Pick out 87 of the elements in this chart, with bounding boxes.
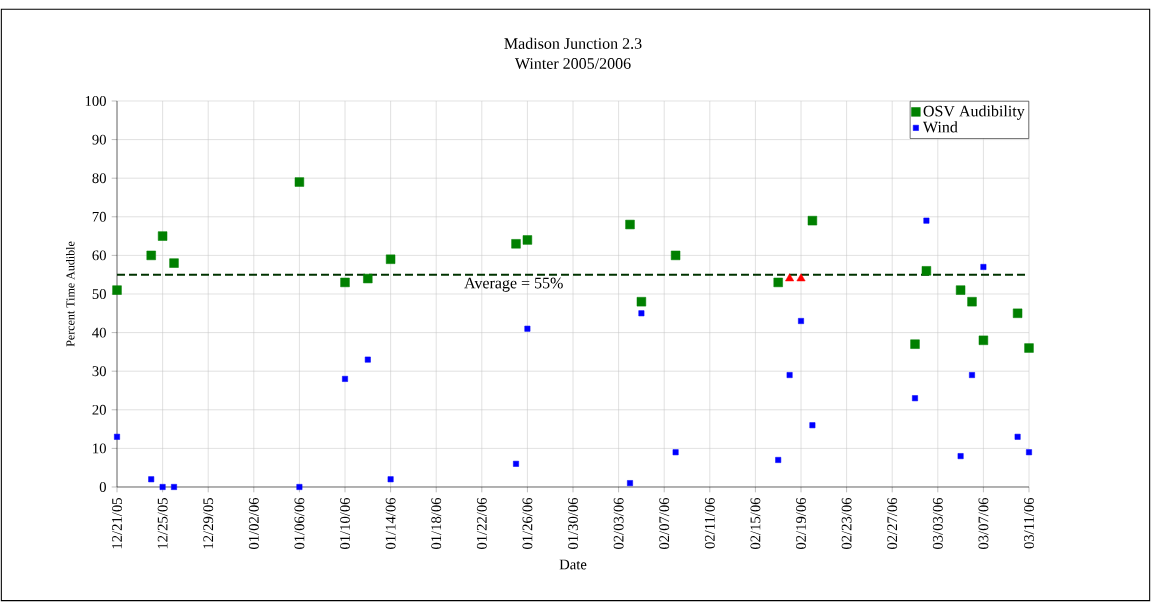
point [1014,433,1021,440]
point [114,433,120,440]
point [148,476,155,483]
x-tick-label: 03/11/06 [1024,497,1034,549]
legend-label: OSV Audibility [923,105,1025,120]
point [955,285,966,295]
point [670,250,681,261]
point [342,375,348,382]
point [146,250,156,261]
y-tick-label: 70 [92,211,106,222]
point [625,219,635,230]
x-tick-label: 01/06/06 [294,497,305,550]
point [912,395,918,402]
point [807,215,818,226]
point [910,339,920,349]
point [923,217,930,224]
point [1012,308,1023,318]
point [809,422,816,429]
y-tick-label: 10 [93,443,106,454]
chart-title: Madison Junction 2.3 [504,37,642,49]
y-tick-label: 40 [92,327,106,338]
chart-subtitle: Winter 2005/2006 [514,58,631,69]
point [672,449,679,456]
point [978,335,989,345]
point [773,277,783,288]
point [294,177,305,187]
point [385,254,396,264]
x-tick-label: 01/10/06 [340,497,350,550]
y-tick-label: 20 [92,404,106,415]
x-tick-label: 01/22/06 [476,497,487,550]
point [511,239,521,249]
x-tick-label: 12/25/05 [157,498,168,549]
point [524,325,531,332]
x-tick-label: 02/15/06 [750,497,761,550]
point [296,484,303,490]
point [169,258,179,268]
point [387,476,394,483]
x-tick-label: 02/11/06 [704,497,715,549]
x-tick-label: 01/02/06 [248,497,259,550]
y-tick-label: 80 [92,173,106,184]
point [786,372,793,378]
x-tick-label: 01/14/06 [385,497,396,550]
point [159,484,166,490]
point [775,457,782,463]
point [967,297,977,307]
point [957,453,964,460]
x-tick-label: 02/07/06 [659,497,670,550]
point [798,318,804,324]
ref-line-label: Average = 55% [464,277,563,292]
legend-label: Wind [922,121,958,133]
point [636,297,647,307]
point [785,273,795,282]
x-tick-label: 01/26/06 [522,497,533,550]
point [796,273,806,282]
y-tick-label: 50 [92,289,106,299]
point [340,277,350,288]
y-tick-label: 60 [92,250,106,261]
x-tick-label: 02/03/06 [613,497,624,550]
y-tick-label: 100 [85,96,106,106]
point [513,460,519,467]
x-tick-label: 12/21/05 [112,498,122,549]
point [522,235,533,245]
x-tick-label: 02/19/06 [796,497,806,550]
y-tick-label: 0 [99,482,106,492]
point [969,372,975,378]
point [1024,343,1034,353]
x-axis-title: Date [559,559,587,570]
point [638,310,645,317]
y-axis-title: Percent Time Audible [66,241,75,347]
x-tick-label: 01/18/06 [431,497,442,550]
x-tick-label: 02/23/06 [841,497,852,550]
point [921,266,932,276]
y-tick-label: 90 [92,134,106,145]
point [363,273,373,284]
point [980,264,987,270]
y-tick-label: 30 [92,366,106,377]
x-tick-label: 03/07/06 [978,497,989,550]
point [627,480,633,487]
x-tick-label: 01/30/06 [568,497,578,550]
x-tick-label: 12/29/05 [203,498,214,549]
x-tick-label: 03/03/06 [932,497,943,550]
point [112,285,122,295]
point [1026,449,1032,456]
x-tick-label: 02/27/06 [887,497,898,550]
point [157,231,168,241]
point [364,356,371,363]
point [171,484,177,490]
